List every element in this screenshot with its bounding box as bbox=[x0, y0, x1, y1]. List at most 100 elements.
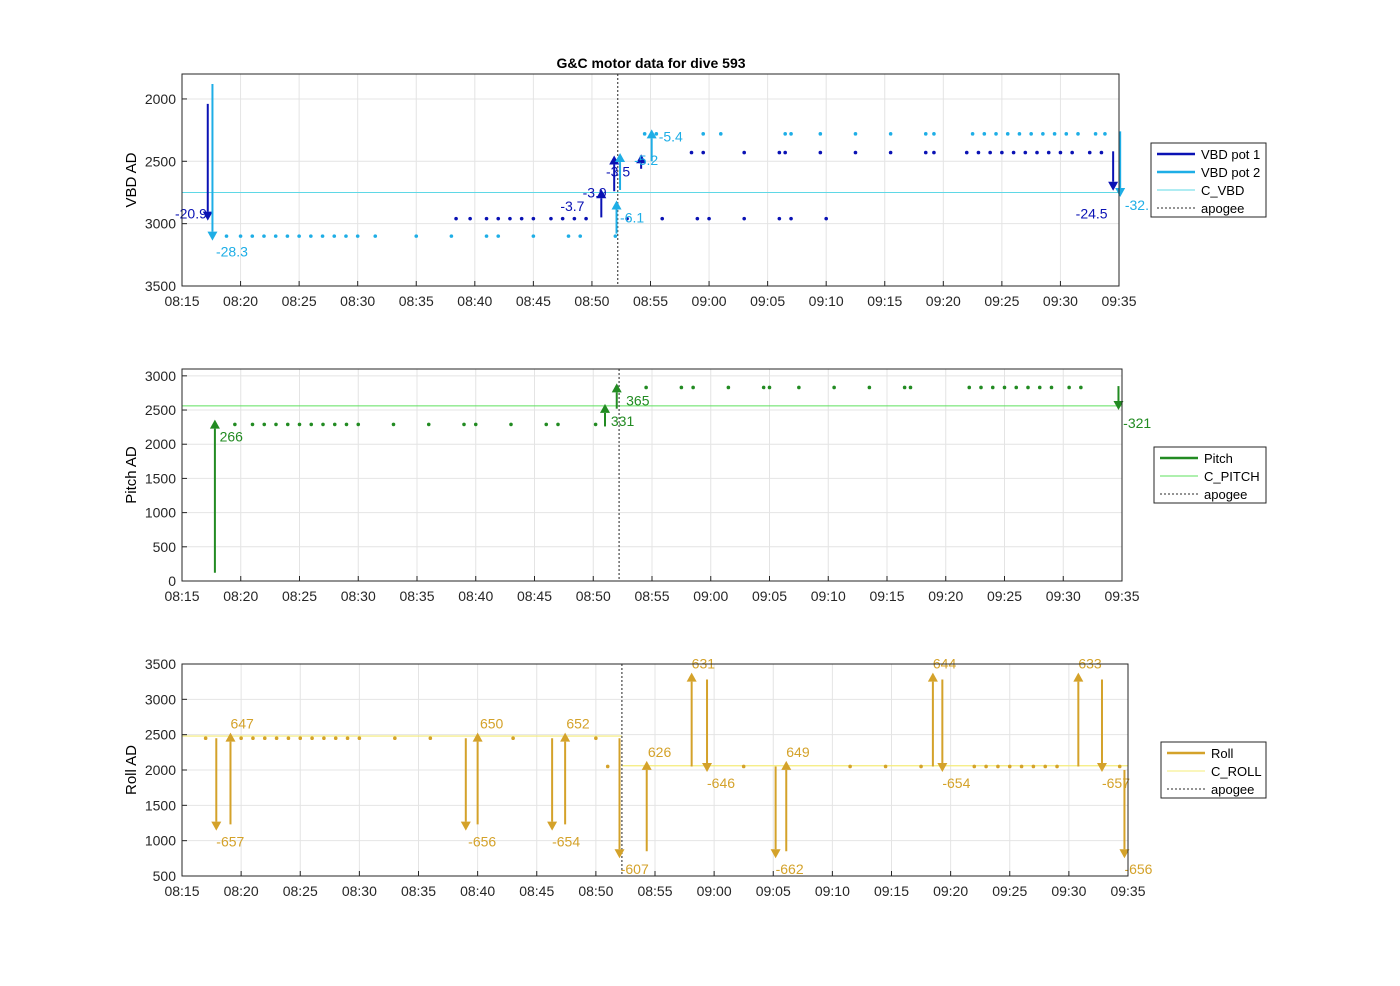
move-label: -5.2 bbox=[634, 152, 658, 168]
data-point bbox=[818, 150, 823, 155]
move-label: -656 bbox=[468, 834, 496, 850]
x-tick-label: 08:50 bbox=[576, 588, 611, 604]
move-label: -656 bbox=[1124, 861, 1152, 877]
data-point bbox=[560, 216, 565, 221]
move-arrow-head bbox=[1115, 187, 1126, 197]
move-label: 650 bbox=[480, 716, 504, 732]
legend-label: Roll bbox=[1211, 746, 1234, 761]
x-tick-label: 09:35 bbox=[1104, 588, 1139, 604]
legend-label: apogee bbox=[1204, 487, 1247, 502]
move-arrow-head bbox=[1096, 763, 1107, 772]
data-point bbox=[251, 736, 255, 740]
series-1: -657647-656650-654652-607626631-646-6626… bbox=[203, 656, 1153, 877]
y-axis-label: Pitch AD bbox=[123, 446, 140, 504]
move-label: -3.9 bbox=[583, 185, 607, 201]
data-point bbox=[701, 132, 706, 136]
data-point bbox=[391, 422, 396, 427]
data-point bbox=[262, 736, 267, 740]
data-point bbox=[273, 234, 278, 238]
y-axis-label: VBD AD bbox=[123, 152, 140, 207]
data-point bbox=[1087, 150, 1092, 155]
data-point bbox=[972, 764, 977, 769]
move-arrow-head bbox=[225, 732, 236, 742]
data-point bbox=[1058, 150, 1063, 155]
data-point bbox=[741, 764, 746, 769]
legend-label: apogee bbox=[1211, 782, 1254, 797]
data-point bbox=[250, 234, 255, 238]
move-label: 647 bbox=[230, 716, 254, 732]
data-point bbox=[519, 216, 524, 221]
move-arrow-head bbox=[937, 763, 948, 772]
data-point bbox=[726, 385, 731, 390]
move-label: -607 bbox=[621, 861, 649, 877]
data-point bbox=[285, 422, 290, 427]
data-point bbox=[1035, 150, 1039, 155]
move-arrow-head bbox=[1113, 400, 1124, 410]
data-point bbox=[1067, 385, 1071, 390]
data-point bbox=[1079, 385, 1083, 390]
x-tick-label: 08:50 bbox=[578, 883, 613, 899]
data-point bbox=[1017, 132, 1022, 136]
data-point bbox=[718, 132, 723, 136]
move-label: 365 bbox=[626, 392, 650, 408]
data-point bbox=[984, 764, 988, 769]
data-point bbox=[1041, 132, 1045, 136]
data-point bbox=[742, 150, 746, 155]
data-point bbox=[203, 736, 208, 740]
axes-frame bbox=[181, 368, 1123, 582]
x-tick-label: 08:35 bbox=[399, 588, 434, 604]
x-tick-label: 09:05 bbox=[750, 293, 785, 309]
data-point bbox=[964, 150, 969, 155]
data-point bbox=[309, 422, 314, 427]
legend-box bbox=[1160, 741, 1267, 799]
data-point bbox=[332, 422, 337, 427]
chart-panel-2: 08:15 08:20 08:25 08:30 08:35 08:40 08:45 08:50… bbox=[123, 368, 1267, 604]
x-tick-label: 08:40 bbox=[460, 883, 495, 899]
data-point bbox=[932, 150, 936, 155]
data-point bbox=[994, 132, 998, 136]
data-point bbox=[1000, 150, 1004, 155]
move-arrow-head bbox=[209, 419, 220, 429]
data-point bbox=[578, 234, 583, 238]
data-point bbox=[1019, 764, 1024, 769]
move-label: -6.1 bbox=[620, 209, 644, 225]
data-point bbox=[1031, 764, 1036, 769]
data-point bbox=[1043, 764, 1048, 769]
data-point bbox=[824, 216, 828, 221]
move-arrow-head bbox=[927, 672, 938, 682]
data-point bbox=[1049, 385, 1054, 390]
y-tick-label: 1500 bbox=[145, 470, 176, 486]
data-point bbox=[344, 234, 348, 238]
data-point bbox=[1011, 150, 1016, 155]
data-point bbox=[888, 150, 893, 155]
move-arrow-head bbox=[472, 732, 483, 742]
y-tick-label: 3000 bbox=[145, 691, 176, 707]
axes-frame bbox=[181, 663, 1129, 877]
x-tick-label: 09:30 bbox=[1051, 883, 1086, 899]
data-point bbox=[321, 422, 325, 427]
data-point bbox=[285, 234, 290, 238]
data-point bbox=[320, 234, 325, 238]
data-point bbox=[691, 385, 695, 390]
data-point bbox=[923, 150, 928, 155]
move-arrow-head bbox=[460, 821, 471, 831]
data-point bbox=[783, 132, 787, 136]
move-label: -646 bbox=[707, 775, 735, 791]
x-tick-label: 08:45 bbox=[517, 588, 552, 604]
x-tick-label: 09:00 bbox=[693, 588, 728, 604]
data-point bbox=[1007, 764, 1012, 769]
move-label: -32. bbox=[1125, 197, 1149, 213]
x-tick-label: 09:20 bbox=[933, 883, 968, 899]
x-tick-label: 09:35 bbox=[1101, 293, 1136, 309]
y-tick-label: 1000 bbox=[145, 833, 176, 849]
y-tick-label: 500 bbox=[153, 539, 177, 555]
data-point bbox=[789, 216, 793, 221]
move-arrow-head bbox=[641, 760, 652, 770]
data-point bbox=[549, 216, 553, 221]
y-tick-label: 1000 bbox=[145, 505, 176, 521]
data-point bbox=[1093, 132, 1098, 136]
y-tick-label: 2500 bbox=[145, 727, 176, 743]
legend-label: apogee bbox=[1201, 201, 1244, 216]
